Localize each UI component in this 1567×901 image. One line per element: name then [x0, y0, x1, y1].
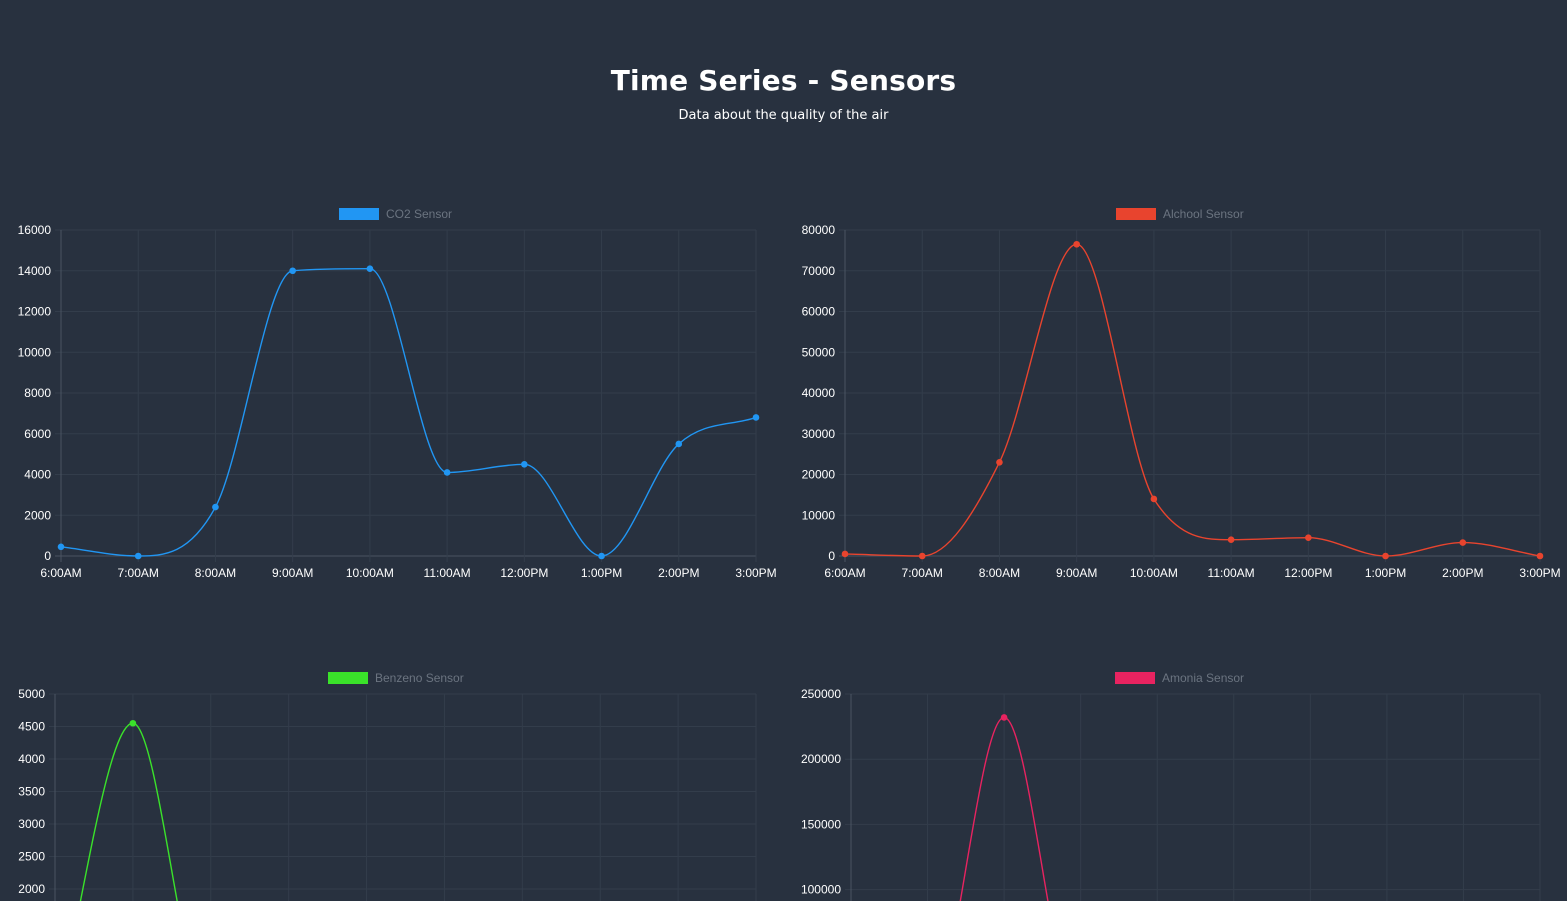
x-tick-label: 1:00PM — [581, 566, 622, 580]
x-tick-label: 2:00PM — [1442, 566, 1483, 580]
data-point[interactable] — [1228, 536, 1235, 543]
y-tick-label: 2000 — [24, 508, 51, 522]
legend-swatch — [1116, 208, 1156, 220]
data-point[interactable] — [1459, 539, 1466, 546]
x-tick-label: 11:00AM — [1208, 566, 1255, 580]
y-tick-label: 12000 — [18, 305, 52, 319]
data-point[interactable] — [1151, 496, 1158, 503]
data-point[interactable] — [996, 459, 1003, 466]
data-point[interactable] — [919, 553, 926, 560]
x-tick-label: 3:00PM — [1519, 566, 1560, 580]
x-tick-label: 6:00AM — [824, 566, 865, 580]
data-point[interactable] — [842, 551, 849, 558]
legend-swatch — [328, 672, 368, 684]
y-tick-label: 8000 — [24, 386, 51, 400]
data-point[interactable] — [1001, 714, 1008, 721]
x-tick-label: 7:00AM — [118, 566, 159, 580]
data-point[interactable] — [444, 469, 451, 476]
y-tick-label: 0 — [44, 549, 51, 563]
legend-label: Alchool Sensor — [1163, 207, 1244, 221]
data-point[interactable] — [135, 553, 142, 560]
grid-lines — [49, 694, 756, 901]
x-tick-label: 9:00AM — [1056, 566, 1097, 580]
series-line — [55, 723, 756, 901]
y-tick-label: 14000 — [18, 264, 52, 278]
x-tick-label: 6:00AM — [40, 566, 81, 580]
y-tick-label: 50000 — [802, 345, 836, 359]
legend-item[interactable]: Benzeno Sensor — [328, 671, 464, 685]
y-tick-label: 100000 — [801, 883, 841, 897]
x-tick-label: 11:00AM — [424, 566, 471, 580]
x-tick-label: 3:00PM — [735, 566, 776, 580]
data-point[interactable] — [675, 441, 682, 448]
data-point[interactable] — [1382, 553, 1389, 560]
x-tick-label: 1:00PM — [1365, 566, 1406, 580]
y-tick-label: 4000 — [24, 468, 51, 482]
grid-lines — [845, 694, 1540, 901]
alchool-sensor-chart: 0 10000 20000 30000 40000 50000 60000 70000 8000… — [784, 200, 1567, 600]
y-tick-label: 4000 — [18, 752, 45, 766]
data-point[interactable] — [1305, 534, 1312, 541]
amonia-sensor-chart: 0500001000001500002000002500006:00AM7:00… — [784, 664, 1567, 901]
x-tick-label: 8:00AM — [979, 566, 1020, 580]
y-tick-label: 30000 — [802, 427, 836, 441]
y-tick-label: 2500 — [18, 850, 45, 864]
x-tick-label: 10:00AM — [1130, 566, 1178, 580]
x-tick-label: 7:00AM — [902, 566, 943, 580]
x-tick-label: 2:00PM — [658, 566, 699, 580]
legend-item[interactable]: Amonia Sensor — [1115, 671, 1244, 685]
legend-item[interactable]: Alchool Sensor — [1116, 207, 1244, 221]
data-point[interactable] — [1537, 553, 1544, 560]
data-point[interactable] — [130, 720, 137, 727]
data-point[interactable] — [521, 461, 528, 468]
data-point[interactable] — [753, 414, 760, 421]
y-tick-label: 150000 — [801, 817, 841, 831]
data-point[interactable] — [212, 504, 219, 511]
series-line — [851, 717, 1540, 901]
co2-sensor-chart: 0 2000 4000 6000 8000 10000 12000 14000 16000 6:0… — [0, 200, 784, 600]
series-line — [845, 244, 1540, 556]
x-tick-label: 12:00PM — [1284, 566, 1332, 580]
y-tick-label: 3000 — [18, 817, 45, 831]
y-tick-label: 3500 — [18, 785, 45, 799]
y-tick-label: 20000 — [802, 468, 836, 482]
grid-lines — [55, 230, 756, 562]
legend-label: Amonia Sensor — [1162, 671, 1244, 685]
y-tick-label: 10000 — [802, 508, 836, 522]
data-point[interactable] — [58, 544, 65, 551]
grid-lines — [839, 230, 1540, 562]
y-tick-label: 5000 — [18, 687, 45, 701]
x-tick-label: 12:00PM — [500, 566, 548, 580]
x-tick-label: 9:00AM — [272, 566, 313, 580]
benzeno-sensor-chart: 0500100015002000250030003500400045005000… — [0, 664, 784, 901]
page-title: Time Series - Sensors — [0, 64, 1567, 97]
y-tick-label: 80000 — [802, 223, 836, 237]
y-tick-label: 4500 — [18, 720, 45, 734]
data-point[interactable] — [289, 267, 296, 274]
legend-swatch — [339, 208, 379, 220]
y-tick-label: 70000 — [802, 264, 836, 278]
y-tick-label: 16000 — [18, 223, 52, 237]
page-subtitle: Data about the quality of the air — [0, 108, 1567, 123]
y-tick-label: 200000 — [801, 752, 841, 766]
x-tick-label: 10:00AM — [346, 566, 394, 580]
legend-item[interactable]: CO2 Sensor — [339, 207, 452, 221]
legend-label: Benzeno Sensor — [375, 671, 464, 685]
y-tick-label: 0 — [828, 549, 835, 563]
y-tick-label: 6000 — [24, 427, 51, 441]
data-point[interactable] — [367, 265, 374, 272]
legend-label: CO2 Sensor — [386, 207, 452, 221]
legend-swatch — [1115, 672, 1155, 684]
y-tick-label: 250000 — [801, 687, 841, 701]
y-tick-label: 2000 — [18, 882, 45, 896]
y-tick-label: 10000 — [18, 345, 52, 359]
data-point[interactable] — [598, 553, 605, 560]
data-point[interactable] — [1073, 241, 1080, 248]
y-tick-label: 40000 — [802, 386, 836, 400]
x-tick-label: 8:00AM — [195, 566, 236, 580]
y-tick-label: 60000 — [802, 305, 836, 319]
